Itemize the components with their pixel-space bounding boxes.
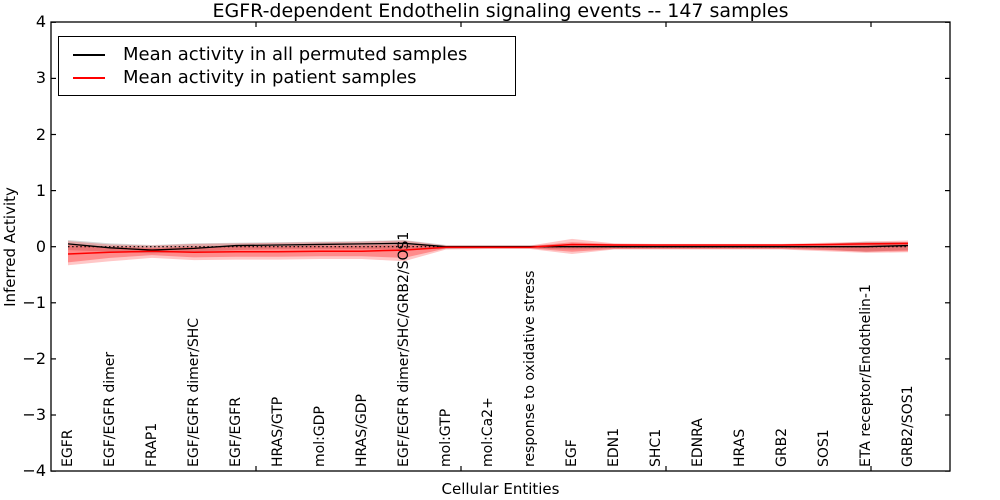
- x-category-label: EDN1: [606, 427, 622, 467]
- legend-line-swatch-black: [73, 53, 105, 56]
- y-tick-label: −4: [22, 461, 46, 481]
- chart-title: EGFR-dependent Endothelin signaling even…: [212, 0, 789, 22]
- x-category-label: mol:Ca2+: [480, 397, 496, 467]
- legend: Mean activity in all permuted samples Me…: [58, 36, 516, 96]
- x-category-label: GRB2/SOS1: [900, 385, 916, 467]
- y-tick-label: 3: [35, 68, 46, 88]
- x-category-label: EGF/EGFR dimer/SHC: [186, 317, 202, 467]
- x-category-label: FRAP1: [144, 422, 160, 467]
- x-category-label: SHC1: [648, 428, 664, 467]
- y-tick-label: 0: [35, 236, 46, 256]
- x-category-label: EDNRA: [690, 418, 706, 467]
- x-category-label: HRAS/GDP: [354, 394, 370, 467]
- y-tick-label: 1: [35, 180, 46, 200]
- legend-label: Mean activity in all permuted samples: [123, 44, 468, 65]
- y-tick-label: −2: [22, 348, 46, 368]
- x-category-label: EGF/EGFR: [228, 397, 244, 467]
- legend-entry: Mean activity in patient samples: [73, 66, 505, 89]
- y-tick-label: −1: [22, 292, 46, 312]
- x-category-label: EGFR: [60, 429, 76, 467]
- y-tick-label: 2: [35, 124, 46, 144]
- x-category-label: GRB2: [774, 427, 790, 467]
- x-category-label: ETA receptor/Endothelin-1: [858, 284, 874, 467]
- y-tick-label: −3: [22, 405, 46, 424]
- x-category-label: EGF/EGFR dimer/SHC/GRB2/SOS1: [396, 231, 412, 467]
- legend-line-swatch-red: [73, 76, 105, 79]
- x-category-label: EGF: [564, 439, 580, 467]
- x-category-label: response to oxidative stress: [522, 270, 538, 467]
- y-tick-label: 4: [35, 12, 46, 32]
- legend-label: Mean activity in patient samples: [123, 67, 417, 88]
- patient-mean-line: [67, 242, 909, 255]
- x-category-label: SOS1: [816, 429, 832, 467]
- x-axis-label: Cellular Entities: [441, 480, 560, 498]
- legend-entry: Mean activity in all permuted samples: [73, 43, 505, 66]
- x-category-label: HRAS: [732, 428, 748, 467]
- x-category-label: HRAS/GTP: [270, 396, 286, 467]
- x-category-label: mol:GTP: [438, 408, 454, 467]
- x-category-label: mol:GDP: [312, 406, 328, 467]
- x-category-label: EGF/EGFR dimer: [102, 351, 118, 467]
